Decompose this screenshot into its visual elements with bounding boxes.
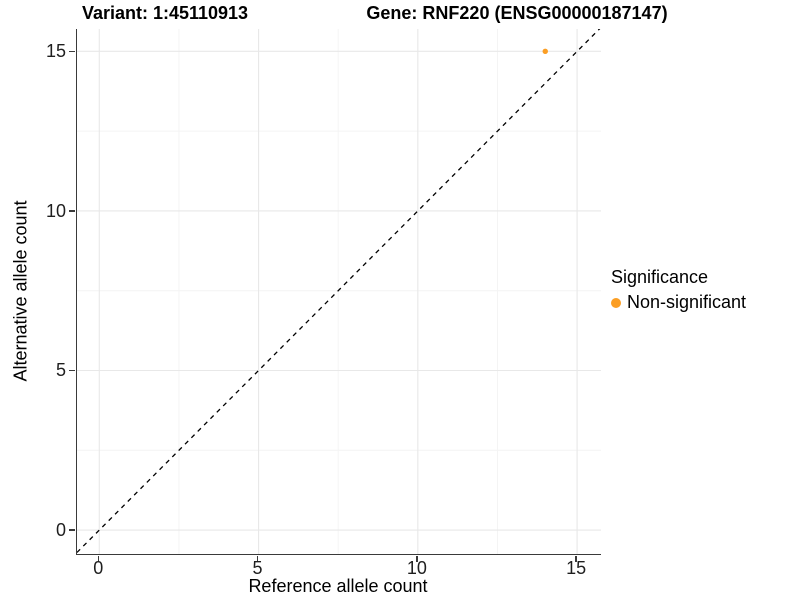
legend-item-non-significant: Non-significant: [611, 291, 797, 314]
y-axis-tick: [68, 369, 75, 372]
x-axis-tick: [97, 555, 100, 562]
plot-title-variant: Variant: 1:45110913: [81, 3, 249, 23]
x-axis-tick: [575, 555, 577, 562]
legend-key-point-icon: [611, 297, 621, 308]
legend-item-label: Non-significant: [627, 292, 747, 312]
legend-significance: Significance Non-significant: [611, 266, 797, 314]
y-tick-label: 0: [55, 520, 66, 541]
plot-panel: [76, 29, 601, 555]
x-axis-tick: [256, 555, 259, 562]
x-axis-title: Reference allele count: [248, 576, 428, 596]
y-tick-label: 15: [45, 41, 66, 62]
plot-title-gene: Gene: RNF220 (ENSG00000187147): [366, 3, 668, 23]
y-tick-label: 5: [55, 360, 66, 381]
y-axis-tick: [68, 210, 75, 212]
y-axis-tick: [68, 529, 75, 531]
scatter-plot-canvas: [77, 29, 601, 554]
y-axis-tick: [68, 50, 75, 53]
x-axis-tick: [416, 555, 418, 562]
x-tick-label: 0: [93, 558, 104, 578]
y-tick-label: 10: [45, 200, 66, 221]
x-tick-label: 15: [566, 558, 587, 578]
legend-title: Significance: [611, 267, 709, 287]
grid-or-reference-line: [77, 29, 601, 554]
y-axis-title: Alternative allele count: [10, 200, 31, 382]
data-point: [542, 48, 548, 55]
x-tick-label: 5: [252, 558, 263, 578]
x-tick-label: 10: [406, 558, 427, 578]
